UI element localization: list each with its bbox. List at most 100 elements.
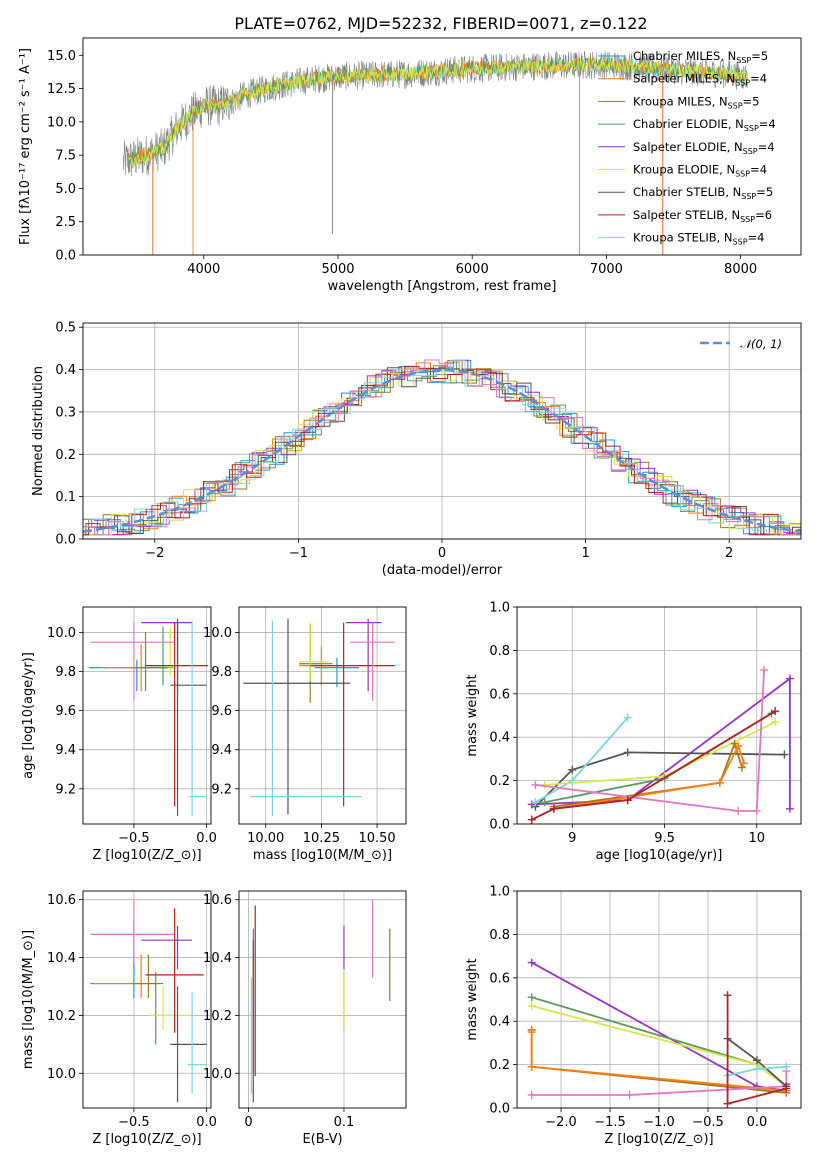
y-tick-label: 10.6 — [203, 893, 232, 908]
data-point — [752, 1056, 761, 1065]
legend-label: 𝒩(0, 1) — [740, 337, 782, 351]
data-point — [527, 1002, 536, 1011]
data-point — [771, 707, 780, 716]
y-tick-label: 9.4 — [55, 743, 76, 758]
axes-frame — [82, 890, 212, 1109]
legend-label: Chabrier MILES, NSSP=5 — [633, 49, 768, 65]
data-point — [782, 1062, 791, 1071]
axes-residuals: −2 −1 0 1 2 0.0 0.1 0.2 0.3 0.4 0.5 (data-model)/er… — [31, 321, 802, 578]
data-point — [527, 958, 536, 967]
y-tick-label: 0.5 — [55, 321, 76, 336]
x-tick-label: 0.0 — [196, 1115, 217, 1130]
data-point — [623, 796, 632, 805]
x-tick-label: 10.00 — [247, 831, 284, 846]
x-tick-label: 9 — [568, 831, 576, 846]
plot-area-age-vs-mass — [243, 618, 395, 817]
x-tick-label: 10 — [748, 831, 765, 846]
data-point — [734, 806, 743, 815]
histogram-step — [83, 360, 801, 536]
legend-label: Kroupa ELODIE, NSSP=4 — [633, 163, 767, 179]
y-tick-label: 10.2 — [203, 1009, 232, 1024]
x-tick-label: 6000 — [456, 262, 489, 277]
legend: Chabrier MILES, NSSP=5 Salpeter MILES, NS… — [598, 49, 776, 247]
y-tick-label: 0.3 — [55, 405, 76, 420]
y-tick-label: 10.0 — [47, 626, 76, 641]
x-tick-label: 0.0 — [747, 1115, 768, 1130]
x-tick-label: 2 — [725, 546, 733, 561]
y-tick-label: 2.5 — [55, 215, 76, 230]
x-axis-title: wavelength [Angstrom, rest frame] — [328, 279, 557, 294]
y-tick-label: 10.4 — [203, 951, 232, 966]
axes-frame — [82, 322, 802, 540]
x-axis-title: age [log10(age/yr)] — [596, 848, 723, 863]
data-point — [568, 765, 577, 774]
series-line — [553, 743, 745, 810]
axes-frame — [516, 890, 802, 1109]
x-tick-label: 10.50 — [358, 831, 395, 846]
x-tick-label: −1 — [289, 546, 308, 561]
y-tick-label: 9.6 — [211, 704, 232, 719]
data-point — [549, 804, 558, 813]
plot-area-residuals — [83, 359, 801, 536]
y-tick-label: 9.4 — [211, 743, 232, 758]
y-tick-label: 0.8 — [489, 928, 510, 943]
data-point — [760, 665, 769, 674]
y-axis-title: age [log10(age/yr)] — [21, 652, 36, 779]
legend: 𝒩(0, 1) — [700, 337, 782, 351]
x-axis-title: Z [log10(Z/Z_⊙)] — [604, 1132, 713, 1147]
legend-label: Kroupa STELIB, NSSP=4 — [633, 231, 764, 247]
y-tick-label: 9.6 — [55, 704, 76, 719]
y-tick-label: 0.0 — [489, 1102, 510, 1117]
series-line — [535, 669, 765, 812]
y-tick-label: 10.4 — [47, 951, 76, 966]
y-tick-label: 0.1 — [55, 490, 76, 505]
y-tick-label: 1.0 — [489, 885, 510, 900]
x-tick-label: 10.25 — [303, 831, 340, 846]
figure-title: PLATE=0762, MJD=52232, FIBERID=0071, z=0… — [234, 14, 647, 33]
data-point — [752, 1064, 761, 1073]
data-point — [737, 763, 746, 772]
data-point — [715, 778, 724, 787]
x-axis-title: (data-model)/error — [382, 563, 503, 578]
data-point — [785, 674, 794, 683]
axes-frame — [238, 606, 407, 825]
y-tick-label: 0.0 — [55, 249, 76, 264]
x-tick-label: 1 — [581, 546, 589, 561]
plot-area-spectrum — [123, 50, 748, 255]
axes-mass-vs-Z: −0.5 0.0 10.0 10.2 10.4 10.6 Z [log10(Z/Z_⊙)] m… — [21, 890, 217, 1147]
data-point — [780, 750, 789, 759]
data-point — [625, 1090, 634, 1099]
histogram-step — [83, 367, 801, 536]
axes-spectrum: 4000 5000 6000 7000 8000 0.0 2.5 5.0 7.5 10.0 12.5… — [18, 37, 802, 294]
axes-frame — [82, 37, 802, 256]
y-tick-label: 7.5 — [55, 149, 76, 164]
x-tick-label: −2 — [145, 546, 164, 561]
legend-label: Chabrier ELODIE, NSSP=4 — [633, 117, 776, 133]
y-tick-label: 0.2 — [489, 774, 510, 789]
legend-label: Salpeter ELODIE, NSSP=4 — [633, 140, 775, 156]
y-tick-label: 0.6 — [489, 971, 510, 986]
data-point — [771, 718, 780, 727]
series-line — [531, 1071, 788, 1096]
data-point — [540, 798, 549, 807]
plot-area-age-vs-Z — [88, 618, 209, 817]
x-tick-label: 0 — [244, 1115, 252, 1130]
x-tick-label: −0.5 — [118, 1115, 150, 1130]
y-tick-label: 10.0 — [203, 1067, 232, 1082]
data-point — [527, 1062, 536, 1071]
data-point — [623, 713, 632, 722]
x-axis-title: Z [log10(Z/Z_⊙)] — [92, 1132, 201, 1147]
y-tick-label: 0.0 — [489, 818, 510, 833]
data-point — [752, 806, 761, 815]
plot-area-massweight-vs-age — [527, 665, 794, 824]
plot-area-massweight-vs-Z — [527, 958, 791, 1108]
axes-massweight-vs-age: 9 9.5 10 0.0 0.2 0.4 0.6 0.8 1.0 age [log10(age/y… — [465, 601, 802, 863]
x-tick-label: 4000 — [187, 262, 220, 277]
x-tick-label: 0.0 — [196, 831, 217, 846]
plot-area-mass-vs-ebv — [250, 899, 391, 1103]
y-tick-label: 10.6 — [47, 893, 76, 908]
y-tick-label: 0.4 — [489, 731, 510, 746]
model-line — [128, 56, 748, 167]
data-point — [531, 780, 540, 789]
